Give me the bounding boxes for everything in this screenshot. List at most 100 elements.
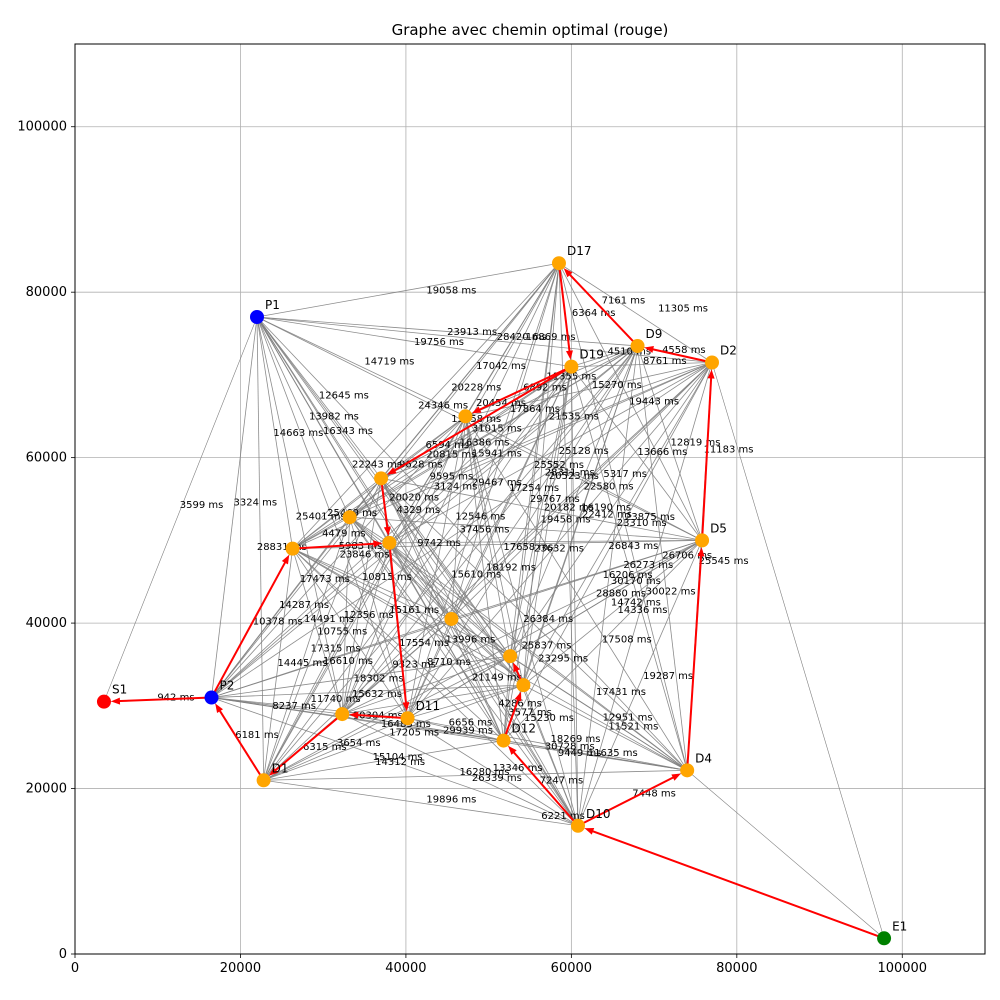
nodes [96,256,892,946]
route-edge [217,708,265,781]
edge-label: 20182 ms [544,502,594,513]
candidate-edge [349,516,511,657]
edge-label: 4329 ms [397,505,441,516]
candidate-edge [256,316,466,417]
candidate-edge [341,416,466,715]
candidate-edge [465,416,504,741]
candidate-edge [451,366,572,620]
candidate-edge [263,366,572,781]
node-label: D2 [720,344,737,358]
candidate-edge [465,415,703,541]
route-edge [380,478,389,531]
edge-label: 16280 ms [460,767,510,778]
edge-label: 17254 ms [509,483,559,494]
edge-label: 15941 ms [472,449,522,460]
x-tick-label: 20000 [220,961,261,976]
edge-label: 24346 ms [418,401,468,412]
edge-label: 14719 ms [364,357,414,368]
candidate-edge [263,655,511,781]
candidate-edge [465,416,579,826]
route-edge [116,696,212,703]
edge-label: 7448 ms [632,789,676,800]
edge-label: 7247 ms [540,775,584,786]
candidate-edge [211,697,343,715]
x-tick-label: 60000 [551,961,592,976]
edge-label: 23846 ms [340,549,390,560]
candidate-edge [256,316,572,368]
candidate-edge [637,345,703,541]
node-labels: E1 S1 P1 P2 D1 D2 D4 D5 D9 D10 D11 D12 D17 D19 [112,244,907,933]
edge-label: 3654 ms [337,738,381,749]
node-marker [496,733,511,748]
candidate-edge [503,540,703,741]
edge-label: 17658 ms [503,542,553,553]
edge-label: 17473 ms [300,574,350,585]
node-label: D5 [710,521,727,535]
candidate-edge [523,684,688,771]
edge-label: 26706 ms [662,550,712,561]
node-marker [516,678,531,693]
edge-label: 14287 ms [279,600,329,611]
candidate-edge [389,362,713,544]
edge-label: 11521 ms [608,722,658,733]
candidate-edge [380,415,466,479]
edge-label: 23875 ms [625,512,675,523]
candidate-edge [256,316,452,620]
edge-label: 8237 ms [272,701,316,712]
candidate-edge [292,362,713,550]
edge-label: 11740 ms [311,694,361,705]
candidate-edge [380,478,524,686]
route-arrowhead [402,701,410,712]
candidate-edge [577,362,713,826]
route-arrowhead [565,350,573,360]
candidate-edge [522,263,560,686]
candidate-edge [451,263,560,620]
candidate-edge [465,416,524,686]
edge-label: 30170 ms [611,576,661,587]
candidate-edge [256,316,351,518]
candidate-edge [465,416,688,771]
edge-label: 16206 ms [603,570,653,581]
candidate-edge [577,540,703,826]
node-marker [458,409,473,424]
edge-label: 14491 ms [304,614,354,625]
edge-label: 17205 ms [389,727,439,738]
y-tick-label: 60000 [26,451,67,466]
candidate-edge [103,316,258,702]
candidate-edge [465,345,638,417]
candidate-edge [389,542,524,686]
edge-label: 28831 ms [257,542,307,553]
route-edge [210,559,288,699]
edge-label: 15632 ms [352,689,402,700]
node-marker [564,359,579,374]
node-marker [204,690,219,705]
candidate-edge [451,539,703,620]
candidate-edge [349,366,572,518]
node-marker [382,535,397,550]
edge-label: 19458 ms [541,515,591,526]
edge-label: 14312 ms [375,757,425,768]
candidate-edge [341,478,382,715]
edge-label: 30728 ms [545,741,595,752]
candidate-edge [292,548,524,686]
candidate-edge [389,542,452,620]
candidate-edge [389,542,511,657]
x-tick-label: 0 [71,961,79,976]
candidate-edge [465,263,560,417]
edge-label: 10815 ms [362,572,412,583]
route-arrowhead [110,697,121,705]
edge-label: 29767 ms [530,494,580,505]
candidate-edge [263,517,351,781]
candidate-edge [558,263,688,771]
edge-label: 22412 ms [582,510,632,521]
edge-label: 20020 ms [389,492,439,503]
candidate-edge [571,366,703,541]
candidate-edge [256,316,408,719]
candidate-edge [292,548,452,620]
candidate-edge [211,697,579,827]
candidate-edge [380,262,560,479]
edge-label: 13458 ms [451,414,501,425]
route-arrowhead [387,467,397,475]
edge-label: 3599 ms [180,500,224,511]
